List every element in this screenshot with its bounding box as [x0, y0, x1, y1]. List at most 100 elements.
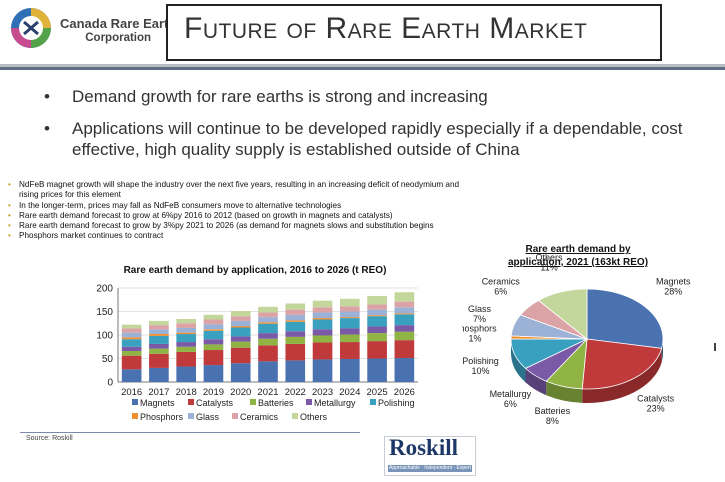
bar-segment-magnets [121, 369, 142, 382]
title-divider-dark [0, 67, 725, 70]
pie-label-name: Glass [468, 304, 492, 314]
y-tick-label: 50 [102, 354, 114, 365]
pie-title-line2: application, 2021 (163kt REO) [508, 257, 648, 268]
bar-segment-glass [394, 307, 415, 314]
note-item: • In the longer-term, prices may fall as … [8, 201, 478, 211]
pie-chart: Rare earth demand by application, 2021 (1… [462, 244, 691, 426]
bar-segment-phosphors [230, 326, 251, 328]
x-tick-label: 2018 [176, 387, 197, 398]
pie-label-value: 6% [494, 286, 507, 296]
bar-segment-polishing [149, 335, 169, 344]
bar-segment-ceramics [176, 323, 196, 328]
bar-segment-magnets [258, 361, 278, 382]
bar-segment-others [394, 292, 415, 302]
bar-segment-glass [285, 314, 306, 321]
bar-segment-glass [176, 327, 196, 333]
bar-segment-magnets [285, 360, 306, 382]
note-text: NdFeB magnet growth will shape the indus… [19, 180, 460, 200]
pie-slice-side [546, 381, 583, 403]
bar-segment-catalysts [149, 353, 169, 368]
legend-swatch [132, 399, 138, 405]
x-tick-label: 2019 [203, 387, 224, 398]
pie-label-value: 1% [469, 334, 482, 344]
bar-segment-batteries [121, 350, 142, 356]
note-dot-icon: • [8, 180, 11, 189]
note-dot-icon: • [8, 221, 11, 231]
y-tick-label: 150 [96, 307, 113, 318]
pie-label-value: 28% [664, 286, 682, 296]
x-tick-label: 2020 [230, 387, 251, 398]
bar-segment-glass [121, 332, 142, 338]
note-dot-icon: • [8, 210, 11, 220]
bar-segment-others [176, 319, 196, 324]
legend-label: Polishing [378, 398, 415, 408]
legend-swatch [292, 413, 298, 419]
bar-segment-others [340, 298, 360, 307]
bar-segment-phosphors [312, 318, 333, 320]
x-tick-label: 2021 [257, 387, 278, 398]
bar-segment-polishing [312, 319, 333, 330]
bar-segment-polishing [340, 318, 360, 329]
legend-label: Catalysts [196, 398, 234, 408]
title-divider-light [0, 64, 725, 67]
legend-label: Glass [196, 412, 220, 422]
pie-label-name: Magnets [656, 276, 691, 286]
company-name: Canada Rare Earth Corporation [60, 17, 176, 45]
bar-segment-catalysts [340, 342, 360, 359]
x-tick-label: 2022 [285, 387, 306, 398]
bar-segment-phosphors [176, 332, 196, 335]
bar-segment-others [258, 306, 278, 313]
bar-segment-phosphors [285, 320, 306, 322]
bar-segment-glass [258, 317, 278, 323]
bar-segment-batteries [149, 348, 169, 354]
bar-chart: Rare earth demand by application, 2016 t… [96, 265, 418, 422]
bar-segment-glass [149, 329, 169, 335]
bar-segment-metallurgy [340, 328, 360, 335]
bar-segment-metallurgy [394, 325, 415, 332]
bar-segment-magnets [367, 358, 387, 382]
bar-segment-ceramics [312, 307, 333, 313]
bar-segment-batteries [340, 334, 360, 343]
analysis-notes: • NdFeB magnet growth will shape the indu… [8, 180, 478, 242]
bar-segment-glass [312, 312, 333, 319]
bar-segment-catalysts [203, 350, 224, 366]
bar-segment-glass [230, 320, 251, 327]
bar-segment-catalysts [230, 347, 251, 364]
note-item: • Phosphors market continues to contract [8, 231, 478, 241]
legend-swatch [232, 413, 238, 419]
pie-label-value: 11% [540, 263, 557, 273]
bullet-dot-icon: • [44, 87, 50, 106]
bar-segment-batteries [230, 341, 251, 348]
x-tick-label: 2016 [121, 387, 142, 398]
bar-segment-ceramics [203, 319, 224, 325]
bar-segment-ceramics [340, 306, 360, 312]
legend-label: Ceramics [240, 412, 279, 422]
bar-segment-batteries [394, 331, 415, 341]
pie-label-name: Metallurgy [490, 389, 532, 399]
bar-segment-ceramics [367, 304, 387, 310]
roskill-tagline: Approachable · Independent · Expert [388, 465, 472, 472]
chart-title: Rare earth demand by application, 2016 t… [124, 265, 387, 276]
bar-segment-metallurgy [312, 329, 333, 336]
bar-segment-polishing [367, 316, 387, 327]
edge-marker [714, 343, 716, 351]
bar-segment-metallurgy [176, 342, 196, 347]
x-tick-label: 2023 [312, 387, 333, 398]
bar-segment-polishing [176, 334, 196, 343]
bar-segment-phosphors [340, 317, 360, 319]
bar-segment-ceramics [394, 301, 415, 308]
source-divider [20, 432, 360, 433]
note-text: In the longer-term, prices may fall as N… [19, 200, 342, 210]
bar-segment-ceramics [285, 309, 306, 315]
bar-segment-magnets [230, 363, 251, 382]
bar-segment-catalysts [394, 340, 415, 359]
pie-slice-catalysts [581, 338, 663, 390]
legend-swatch [188, 413, 194, 419]
roskill-brand: Roskill [389, 435, 459, 460]
pie-label-value: 7% [473, 314, 486, 324]
legend-label: Metallurgy [314, 398, 356, 408]
legend-swatch [370, 399, 376, 405]
bar-segment-metallurgy [367, 326, 387, 334]
bar-segment-phosphors [394, 313, 415, 315]
legend-label: Others [300, 412, 328, 422]
